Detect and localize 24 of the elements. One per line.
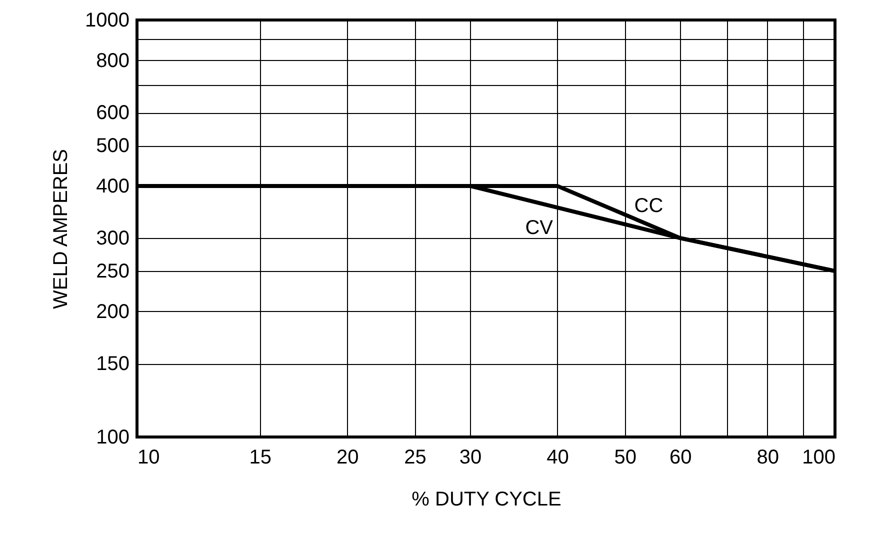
x-tick-label: 25 (404, 446, 426, 468)
y-tick-label: 300 (96, 228, 130, 250)
x-tick-label: 60 (670, 446, 692, 468)
x-tick-label: 40 (546, 446, 569, 468)
series-label: CV (525, 216, 554, 239)
y-tick-label: 400 (96, 175, 130, 198)
y-tick-label: 600 (96, 102, 130, 124)
x-axis-title: % DUTY CYCLE (412, 488, 562, 510)
y-tick-label: 800 (96, 50, 130, 72)
y-tick-label: 250 (96, 260, 130, 283)
y-tick-label: 1000 (85, 10, 130, 32)
x-tick-label: 30 (459, 446, 482, 468)
y-tick-label: 100 (96, 426, 130, 448)
x-tick-label: 80 (756, 446, 779, 468)
y-tick-label: 500 (96, 135, 130, 158)
x-tick-label: 100 (802, 446, 836, 468)
y-tick-label: 200 (96, 300, 130, 323)
x-tick-label: 10 (138, 446, 160, 468)
x-tick-label: 50 (614, 446, 637, 468)
y-tick-label: 150 (96, 353, 130, 376)
x-tick-label: 20 (336, 446, 359, 468)
x-tick-label: 15 (249, 446, 272, 468)
y-axis-title: WELD AMPERES (50, 148, 72, 310)
series-label: CC (634, 194, 664, 217)
